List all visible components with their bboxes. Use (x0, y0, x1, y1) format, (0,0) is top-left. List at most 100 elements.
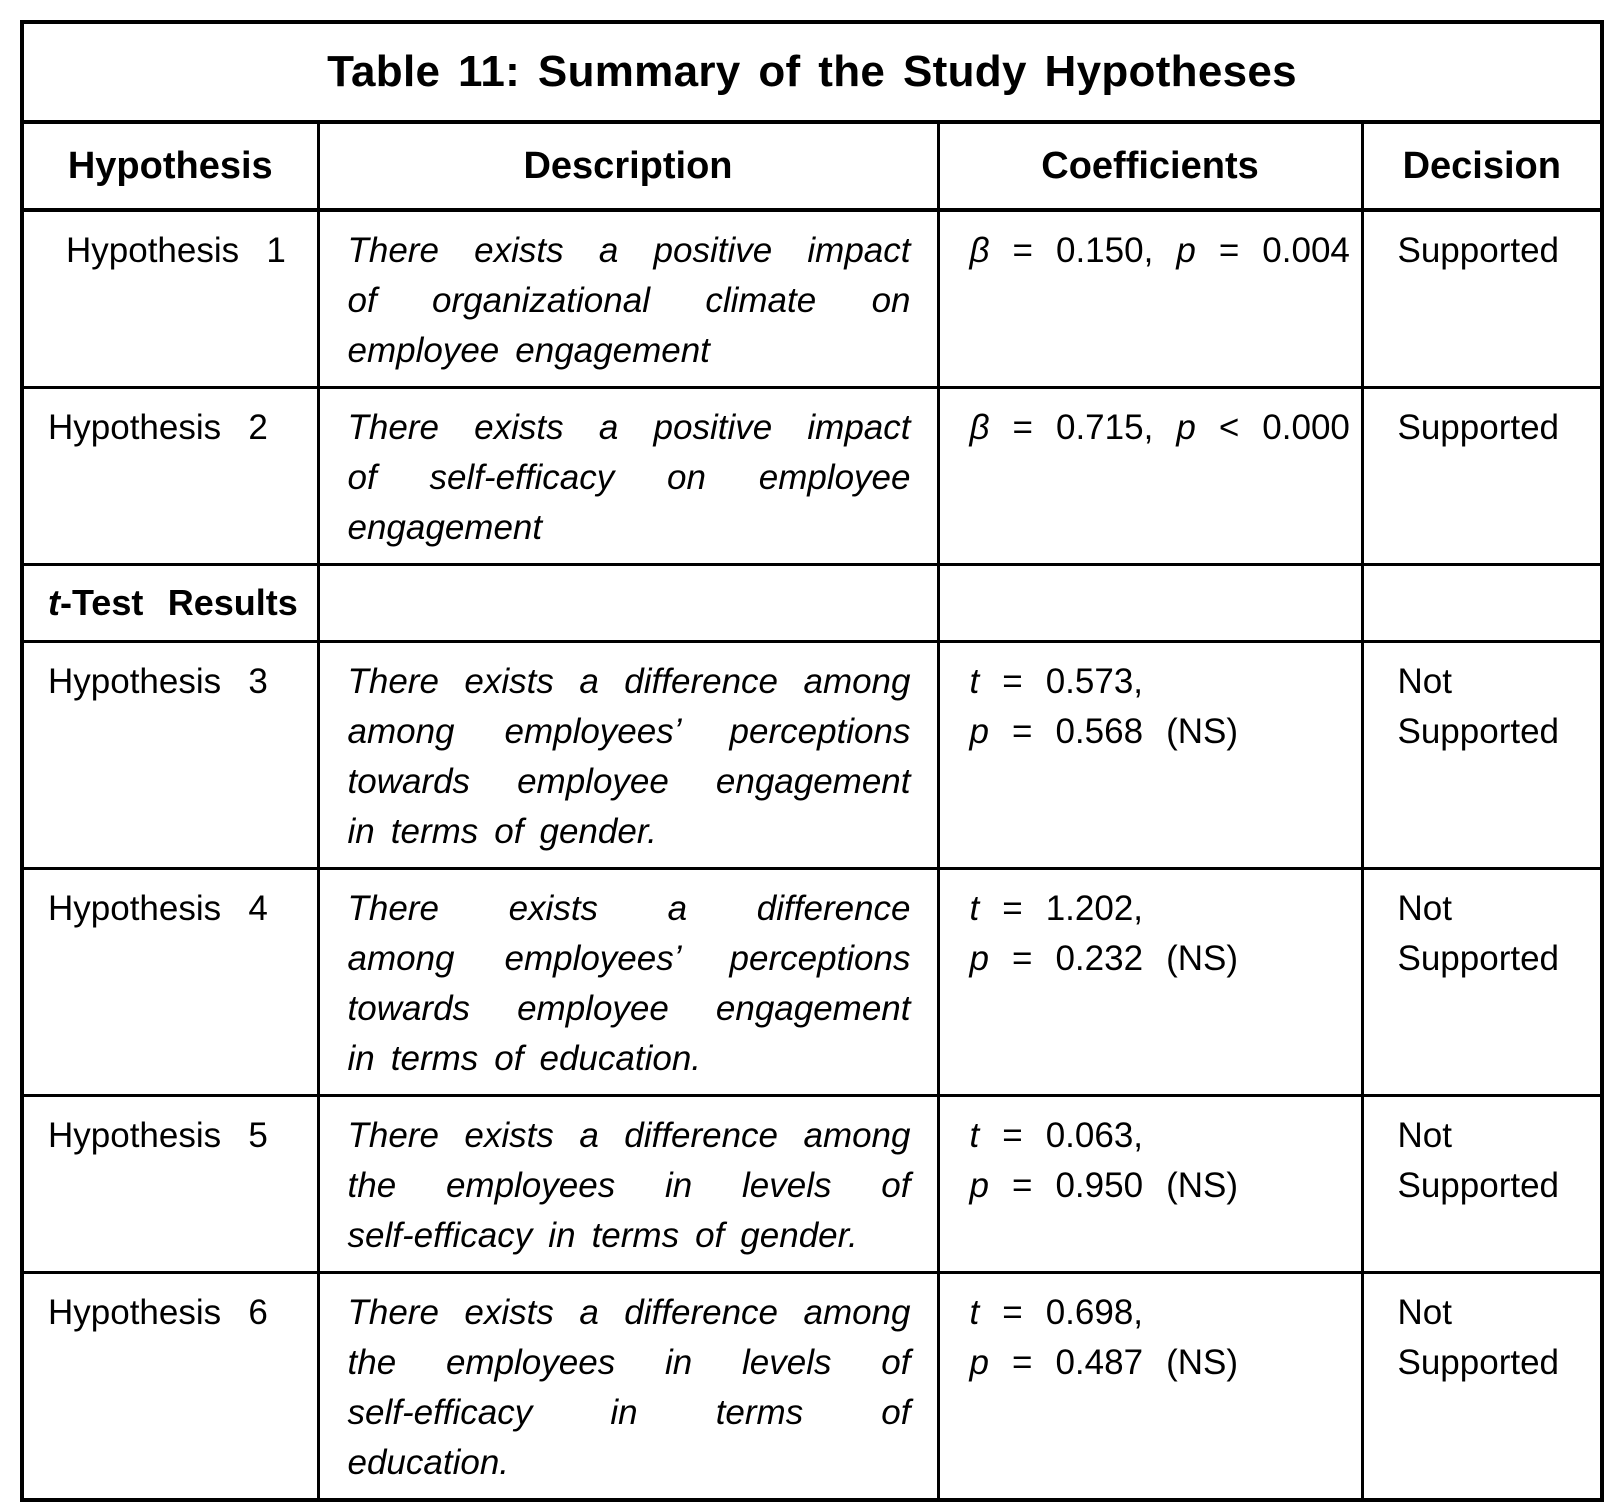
coefficients-cell: β = 0.150, p = 0.004 (936, 208, 1364, 389)
column-header-description: Description (316, 120, 940, 212)
coefficient-line: β = 0.715, p < 0.000 (970, 403, 1353, 453)
decision-cell: Not Supported (1360, 1094, 1604, 1274)
description-line: towards employee engagement (347, 989, 911, 1028)
stat-symbol: t (969, 889, 980, 928)
description-line: There exists a difference (347, 889, 911, 928)
description-line: among employees’ perceptions (347, 939, 911, 978)
coefficients-cell: t = 0.573, p = 0.568 (NS) (936, 640, 1364, 870)
coefficient-line: p = 0.232 (NS) (970, 934, 1353, 984)
stat-symbol: t (969, 1293, 980, 1332)
description-line: the employees in levels of (347, 1166, 911, 1205)
decision-line: Not (1397, 1293, 1452, 1332)
title-row: Table 11: Summary of the Study Hypothese… (20, 20, 1604, 124)
stat-value: = 0.004 (1195, 231, 1350, 270)
description-cell: There exists a difference among among emp… (316, 640, 940, 870)
decision-line: Supported (1397, 231, 1560, 270)
table-title: Table 11: Summary of the Study Hypothese… (20, 20, 1604, 124)
stat-value: = 0.950 (NS) (988, 1166, 1238, 1205)
section-label-italic-prefix: t (48, 582, 60, 623)
hypotheses-table-body: Hypothesis 1 There exists a positive impa… (20, 208, 1604, 1502)
decision-line: Not (1397, 1116, 1452, 1155)
description-line: education. (347, 1443, 510, 1482)
description-line: among employees’ perceptions (347, 712, 911, 751)
description-line: the employees in levels of (347, 1343, 911, 1382)
stat-symbol: p (969, 939, 989, 978)
stat-value: = 0.568 (NS) (988, 712, 1238, 751)
description-line: of organizational climate on (347, 281, 911, 320)
hypothesis-row: Hypothesis 3 There exists a difference am… (20, 640, 1604, 870)
coefficient-line: t = 0.573, (970, 657, 1353, 707)
stat-value: = 0.150, (989, 231, 1177, 270)
coefficient-line: β = 0.150, p = 0.004 (970, 226, 1353, 276)
coefficients-cell: β = 0.715, p < 0.000 (936, 386, 1364, 566)
description-cell: There exists a difference among the emplo… (316, 1094, 940, 1274)
decision-cell: Not Supported (1360, 1271, 1604, 1502)
column-header-coefficients: Coefficients (936, 120, 1364, 212)
coefficients-cell: t = 0.698, p = 0.487 (NS) (936, 1271, 1364, 1502)
coefficient-line: p = 0.950 (NS) (970, 1161, 1353, 1211)
coefficient-line: t = 0.063, (970, 1111, 1353, 1161)
stat-symbol: t (969, 1116, 980, 1155)
hypothesis-row: Hypothesis 4 There exists a difference amo… (20, 867, 1604, 1097)
hypothesis-cell: Hypothesis 4 (20, 867, 320, 1097)
stat-symbol: β (969, 408, 990, 447)
decision-line: Supported (1397, 408, 1560, 447)
description-cell: There exists a positive impact of organiz… (316, 208, 940, 389)
coefficient-line: p = 0.568 (NS) (970, 707, 1353, 757)
empty-cell (936, 563, 1364, 643)
decision-line: Not (1397, 662, 1452, 701)
hypothesis-cell: Hypothesis 3 (20, 640, 320, 870)
description-line: of self-efficacy on employee (347, 458, 911, 497)
stat-symbol: p (969, 712, 989, 751)
empty-cell (1360, 563, 1604, 643)
stat-value: = 1.202, (979, 889, 1144, 928)
decision-cell: Not Supported (1360, 867, 1604, 1097)
decision-cell: Supported (1360, 208, 1604, 389)
decision-cell: Not Supported (1360, 640, 1604, 870)
stat-symbol: p (1176, 231, 1196, 270)
description-line: in terms of education. (347, 1039, 702, 1078)
coefficients-cell: t = 0.063, p = 0.950 (NS) (936, 1094, 1364, 1274)
hypothesis-cell: Hypothesis 1 (20, 208, 320, 389)
description-line: self-efficacy in terms of (347, 1393, 911, 1432)
description-cell: There exists a difference among employees… (316, 867, 940, 1097)
stat-symbol: β (969, 231, 990, 270)
stat-symbol: p (1176, 408, 1196, 447)
coefficient-line: t = 0.698, (970, 1288, 1353, 1338)
description-line: There exists a positive impact (347, 231, 911, 270)
decision-line: Supported (1397, 1343, 1560, 1382)
description-cell: There exists a positive impact of self-ef… (316, 386, 940, 566)
description-line: employee engagement (347, 331, 710, 370)
hypothesis-row: Hypothesis 6 There exists a difference am… (20, 1271, 1604, 1502)
stat-value: = 0.573, (979, 662, 1144, 701)
decision-line: Not (1397, 889, 1452, 928)
coefficient-line: t = 1.202, (970, 884, 1353, 934)
column-header-decision: Decision (1360, 120, 1604, 212)
hypothesis-row: Hypothesis 2 There exists a positive impa… (20, 386, 1604, 566)
section-row: t-Test Results (20, 563, 1604, 643)
description-line: self-efficacy in terms of gender. (347, 1216, 858, 1255)
section-label: t-Test Results (20, 563, 320, 643)
description-line: engagement (347, 508, 543, 547)
description-line: There exists a difference among (347, 1116, 911, 1155)
coefficient-line: p = 0.487 (NS) (970, 1338, 1353, 1388)
stat-value: = 0.063, (979, 1116, 1144, 1155)
hypothesis-row: Hypothesis 5 There exists a difference am… (20, 1094, 1604, 1274)
decision-line: Supported (1397, 939, 1560, 978)
description-line: towards employee engagement (347, 762, 911, 801)
hypothesis-cell: Hypothesis 6 (20, 1271, 320, 1502)
stat-value: = 0.487 (NS) (988, 1343, 1238, 1382)
column-header-hypothesis: Hypothesis (20, 120, 320, 212)
decision-line: Supported (1397, 1166, 1560, 1205)
stat-symbol: t (969, 662, 980, 701)
empty-cell (316, 563, 940, 643)
header-row: Hypothesis Description Coefficients Deci… (20, 120, 1604, 212)
description-line: There exists a positive impact (347, 408, 911, 447)
stat-symbol: p (969, 1166, 989, 1205)
stat-value: < 0.000 (1195, 408, 1350, 447)
hypothesis-row: Hypothesis 1 There exists a positive impa… (20, 208, 1604, 389)
description-line: There exists a difference among (347, 1293, 911, 1332)
stat-symbol: p (969, 1343, 989, 1382)
decision-line: Supported (1397, 712, 1560, 751)
